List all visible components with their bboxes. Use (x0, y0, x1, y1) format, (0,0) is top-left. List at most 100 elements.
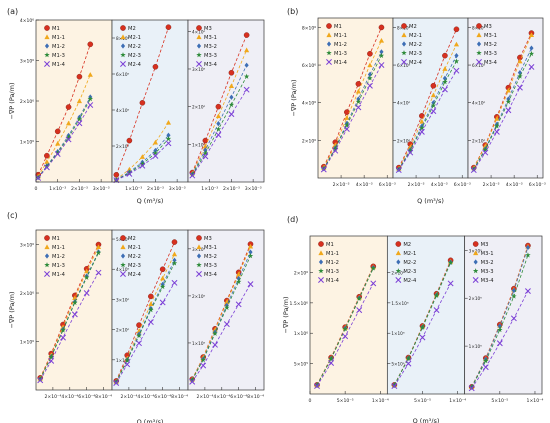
data-point-shape (367, 71, 373, 78)
data-point-shape (453, 41, 460, 47)
data-point (447, 259, 454, 266)
data-point (482, 364, 489, 371)
legend-label: M1-2 (334, 42, 347, 48)
data-point (159, 299, 166, 306)
data-point (126, 166, 132, 172)
data-point-shape (407, 147, 414, 154)
data-point-shape (418, 128, 425, 135)
legend-marker (120, 61, 126, 67)
legend-marker (196, 244, 202, 250)
data-point (378, 24, 385, 31)
x-tick-label: 2×10⁻³ (223, 186, 240, 192)
legend-marker-shape (472, 268, 479, 274)
legend-marker-shape (472, 277, 479, 283)
data-point-shape (244, 62, 249, 68)
legend-label: M2 (128, 26, 136, 32)
x-tick-label: 8×10⁻⁴ (95, 394, 112, 400)
series-line (39, 244, 99, 379)
data-point (113, 171, 120, 178)
y-tick-label: 2×10⁶ (472, 138, 486, 143)
panel-letter: (a) (7, 7, 18, 16)
y-tick-label: 1×10⁶ (20, 140, 34, 146)
data-point (223, 321, 230, 328)
data-point-shape (60, 334, 66, 341)
data-point-shape (378, 52, 385, 58)
subplot-b1: 2×10⁶ 4×10⁶ 6×10⁶ 8×10⁶ 2×10⁻³ 4×10⁻³ 6×10⁻³ M1… (302, 17, 396, 188)
data-point (148, 307, 154, 313)
y-tick-label: 1×10⁶ (391, 331, 405, 336)
data-point-shape (343, 126, 350, 133)
x-tick-label: 4×10⁻⁴ (137, 394, 154, 400)
legend-label: M3 (481, 242, 489, 248)
legend-label: M2-3 (409, 51, 422, 57)
data-point (517, 73, 523, 79)
subplot-background (310, 236, 388, 394)
legend-label: M3 (204, 26, 212, 32)
data-point-shape (441, 86, 448, 93)
series-line (394, 262, 451, 386)
data-point (482, 149, 489, 156)
data-point-shape (320, 166, 327, 173)
series-line (115, 282, 175, 384)
data-point-shape (482, 149, 489, 156)
data-point-shape (229, 94, 234, 100)
data-point-shape (113, 171, 120, 178)
x-tick-label: 1×10⁻⁴ (449, 398, 466, 404)
data-point (165, 24, 172, 31)
legend-marker-shape (120, 262, 126, 268)
data-point-shape (172, 257, 177, 263)
legend-marker-shape (326, 41, 332, 47)
data-point-shape (497, 323, 502, 329)
x-tick-label: 6×10⁻⁴ (230, 394, 247, 400)
data-point (391, 382, 398, 388)
y-tick-label: 1×10⁶ (192, 142, 206, 147)
data-point (378, 37, 385, 43)
legend-marker-shape (401, 23, 407, 29)
data-point-shape (147, 319, 154, 326)
legend-label: M2-1 (128, 245, 141, 251)
legend-marker (44, 262, 50, 268)
data-point (407, 147, 414, 154)
data-point-shape (505, 107, 512, 114)
data-point-shape (228, 111, 235, 118)
data-point (356, 307, 363, 314)
legend-label: M1-1 (52, 35, 65, 41)
data-point (126, 170, 133, 177)
legend-label: M3 (204, 236, 212, 242)
subplot-frame (464, 235, 543, 395)
data-point-shape (37, 376, 43, 382)
data-point-shape (126, 170, 133, 176)
legend-label: M3 (484, 24, 492, 30)
data-point (419, 334, 426, 341)
data-point-shape (528, 63, 535, 70)
data-point-shape (367, 50, 373, 57)
legend-marker-shape (473, 250, 479, 256)
data-point-shape (189, 377, 195, 383)
data-point-shape (494, 116, 500, 121)
x-tick-label: 8×10⁻⁴ (247, 394, 264, 400)
data-point-shape (453, 26, 460, 33)
data-point-shape (405, 360, 412, 367)
data-point (442, 79, 448, 85)
legend-marker-shape (476, 41, 482, 47)
legend-marker-shape (44, 43, 50, 49)
data-point-shape (419, 113, 425, 119)
data-point (370, 265, 376, 271)
data-point (525, 244, 531, 251)
data-point-shape (243, 73, 250, 79)
data-point-shape (189, 378, 196, 385)
data-point (136, 322, 142, 328)
data-point (189, 171, 196, 178)
series-line (471, 290, 529, 389)
data-point (200, 362, 207, 369)
series-line (398, 70, 457, 171)
legend-label: M2-1 (128, 35, 141, 41)
legend-marker (401, 32, 407, 38)
subplot-b3: 2×10⁶4×10⁶6×10⁶8×10⁶2×10⁻³4×10⁻³6×10⁻³M3… (467, 17, 546, 188)
data-point-shape (511, 287, 516, 294)
data-point (356, 295, 362, 301)
subplot-a2: 2×10⁶4×10⁶6×10⁶8×10⁶1×10⁻³2×10⁻³3×10⁻³M2… (111, 19, 189, 192)
data-point (87, 96, 94, 102)
y-tick-label: 8×10⁶ (302, 25, 316, 31)
legend-marker-shape (120, 271, 126, 277)
